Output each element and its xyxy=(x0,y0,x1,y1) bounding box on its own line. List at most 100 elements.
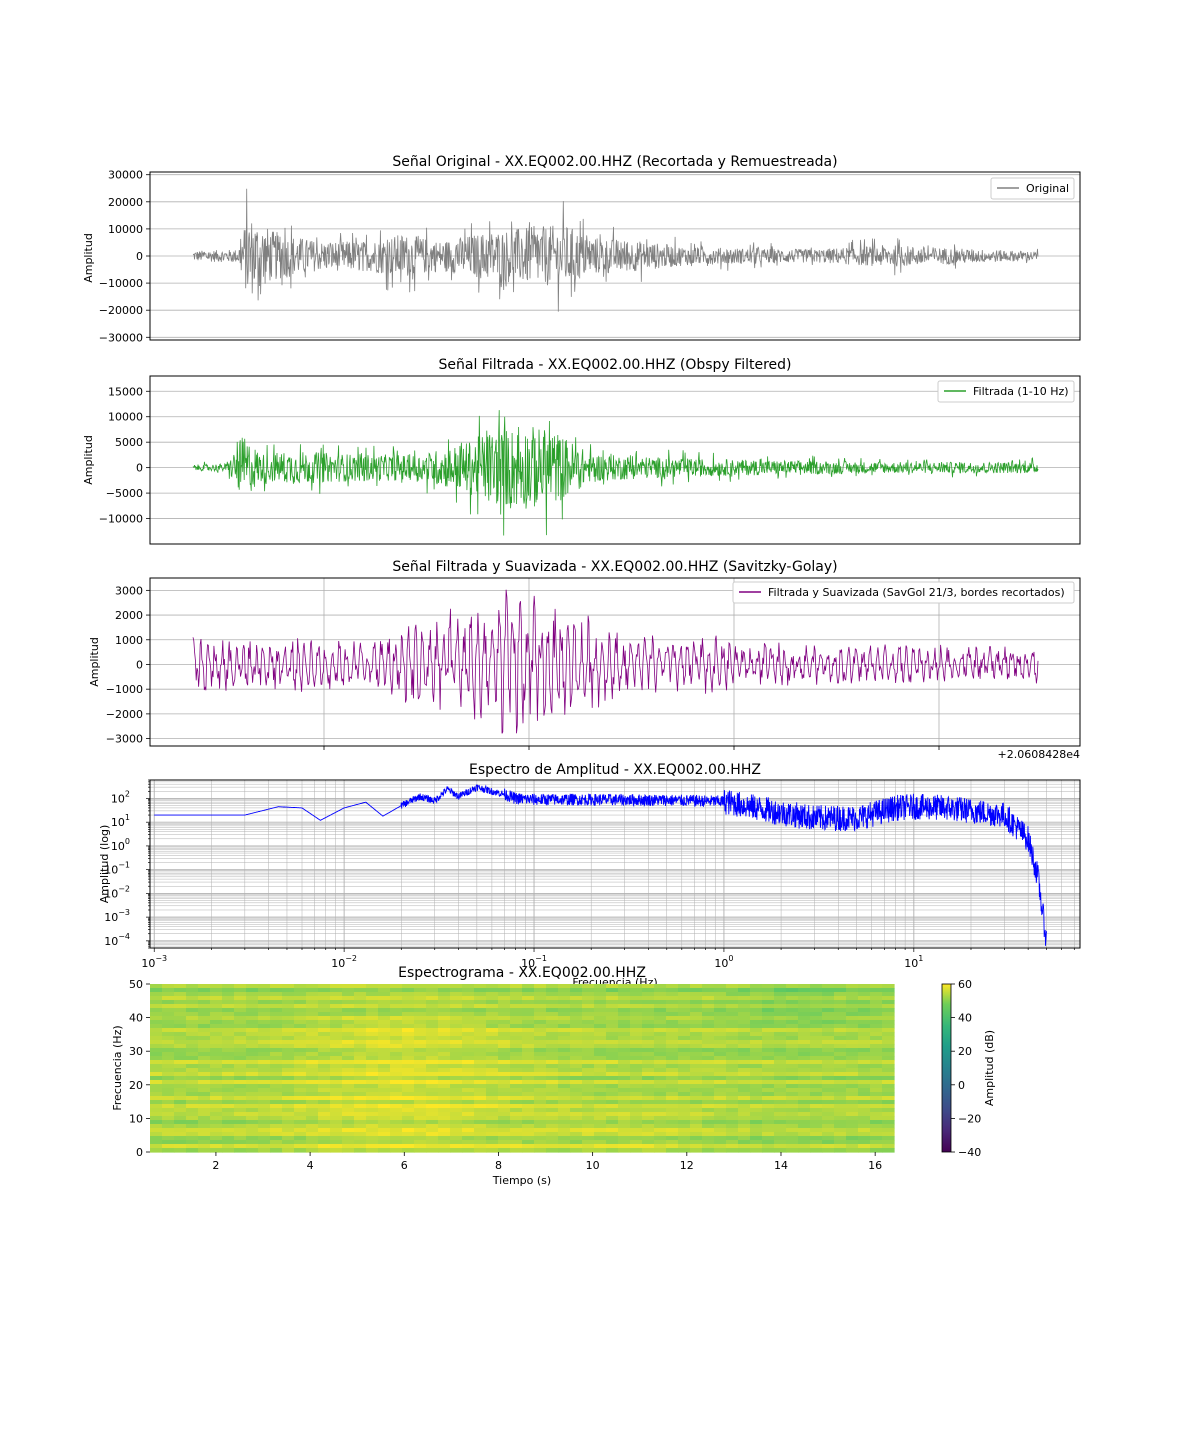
heatmap-cell xyxy=(438,1104,451,1109)
heatmap-cell xyxy=(822,1048,835,1053)
heatmap-cell xyxy=(294,1108,307,1113)
heatmap-cell xyxy=(618,1016,631,1021)
heatmap-cell xyxy=(774,996,787,1001)
heatmap-cell xyxy=(714,1132,727,1137)
heatmap-cell xyxy=(666,1020,679,1025)
heatmap-cell xyxy=(234,1116,247,1121)
heatmap-cell xyxy=(738,1024,751,1029)
heatmap-cell xyxy=(174,1040,187,1045)
heatmap-cell xyxy=(738,1120,751,1125)
heatmap-cell xyxy=(462,1128,475,1133)
ytick-label: 10000 xyxy=(108,223,143,236)
heatmap-cell xyxy=(798,1008,811,1013)
heatmap-cell xyxy=(510,988,523,993)
heatmap-cell xyxy=(834,1116,847,1121)
heatmap-cell xyxy=(534,1032,547,1037)
heatmap-cell xyxy=(414,1124,427,1129)
heatmap-cell xyxy=(258,1012,271,1017)
heatmap-cell xyxy=(594,1004,607,1009)
heatmap-cell xyxy=(450,988,463,993)
heatmap-cell xyxy=(882,1008,895,1013)
heatmap-cell xyxy=(750,1084,763,1089)
heatmap-cell xyxy=(690,1120,703,1125)
heatmap-cell xyxy=(678,1048,691,1053)
heatmap-cell xyxy=(522,1096,535,1101)
heatmap-cell xyxy=(618,1140,631,1145)
heatmap-cell xyxy=(642,1108,655,1113)
heatmap-cell xyxy=(378,1048,391,1053)
heatmap-cell xyxy=(606,1128,619,1133)
heatmap-cell xyxy=(402,1144,415,1149)
heatmap-cell xyxy=(498,1068,511,1073)
heatmap-cell xyxy=(246,1008,259,1013)
heatmap-cell xyxy=(726,1136,739,1141)
heatmap-cell xyxy=(330,1068,343,1073)
heatmap-cell xyxy=(726,1100,739,1105)
heatmap-cell xyxy=(858,1040,871,1045)
heatmap-cell xyxy=(750,1048,763,1053)
heatmap-cell xyxy=(258,1112,271,1117)
heatmap-cell xyxy=(282,1016,295,1021)
heatmap-cell xyxy=(270,1016,283,1021)
heatmap-cell xyxy=(354,1072,367,1077)
heatmap-cell xyxy=(846,1148,859,1153)
heatmap-cell xyxy=(858,1068,871,1073)
heatmap-cell xyxy=(498,1108,511,1113)
heatmap-cell xyxy=(642,1040,655,1045)
heatmap-cell xyxy=(642,992,655,997)
heatmap-cell xyxy=(750,1128,763,1133)
heatmap-cell xyxy=(726,1088,739,1093)
heatmap-cell xyxy=(342,1120,355,1125)
heatmap-cell xyxy=(318,996,331,1001)
panel-original-frame xyxy=(149,171,1081,341)
heatmap-cell xyxy=(702,1116,715,1121)
heatmap-cell xyxy=(642,1048,655,1053)
heatmap-cell xyxy=(162,1112,175,1117)
ytick-label: 10−2 xyxy=(104,884,130,900)
heatmap-cell xyxy=(426,1076,439,1081)
heatmap-cell xyxy=(858,1028,871,1033)
heatmap-cell xyxy=(594,1116,607,1121)
heatmap-cell xyxy=(246,1144,259,1149)
heatmap-cell xyxy=(762,1024,775,1029)
heatmap-cell xyxy=(594,1068,607,1073)
heatmap-cell xyxy=(474,1052,487,1057)
heatmap-cell xyxy=(510,996,523,1001)
heatmap-cell xyxy=(378,1044,391,1049)
heatmap-cell xyxy=(762,1076,775,1081)
heatmap-cell xyxy=(582,1108,595,1113)
heatmap-cell xyxy=(642,1016,655,1021)
heatmap-cell xyxy=(402,988,415,993)
heatmap-cell xyxy=(366,1060,379,1065)
heatmap-cell xyxy=(834,1004,847,1009)
heatmap-cell xyxy=(810,1092,823,1097)
heatmap-cell xyxy=(570,1068,583,1073)
heatmap-cell xyxy=(654,1104,667,1109)
heatmap-cell xyxy=(534,1108,547,1113)
heatmap-cell xyxy=(522,1132,535,1137)
heatmap-cell xyxy=(450,1076,463,1081)
heatmap-cell xyxy=(726,1068,739,1073)
heatmap-cell xyxy=(858,1120,871,1125)
heatmap-cell xyxy=(870,1104,883,1109)
heatmap-cell xyxy=(402,1108,415,1113)
heatmap-cell xyxy=(774,1108,787,1113)
heatmap-cell xyxy=(474,1116,487,1121)
heatmap-cell xyxy=(174,1120,187,1125)
heatmap-cell xyxy=(690,1068,703,1073)
heatmap-cell xyxy=(198,1112,211,1117)
heatmap-cell xyxy=(174,992,187,997)
heatmap-cell xyxy=(318,1096,331,1101)
heatmap-cell xyxy=(618,1060,631,1065)
heatmap-cell xyxy=(762,1140,775,1145)
heatmap-cell xyxy=(318,1020,331,1025)
heatmap-cell xyxy=(318,1092,331,1097)
ytick-label: 101 xyxy=(111,813,130,829)
heatmap-cell xyxy=(678,1140,691,1145)
heatmap-cell xyxy=(186,992,199,997)
heatmap-cell xyxy=(186,1092,199,1097)
heatmap-cell xyxy=(678,1120,691,1125)
heatmap-cell xyxy=(654,1088,667,1093)
heatmap-cell xyxy=(306,1036,319,1041)
heatmap-cell xyxy=(426,1120,439,1125)
